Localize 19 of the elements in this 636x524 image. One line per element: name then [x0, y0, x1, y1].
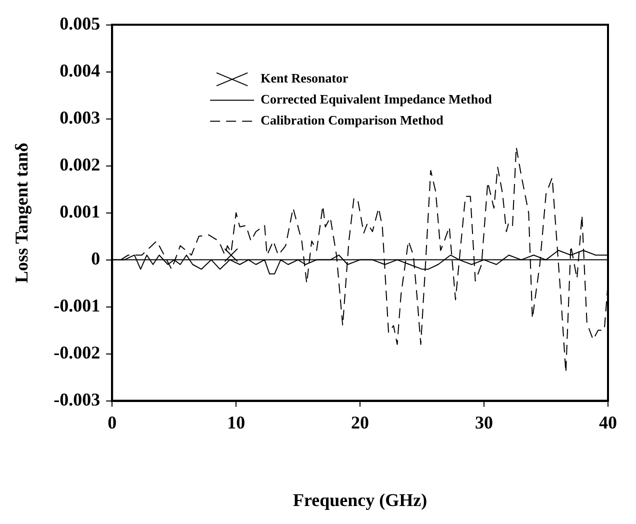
y-tick-label: 0.004	[60, 60, 100, 80]
x-tick-label: 10	[227, 412, 246, 432]
y-tick-label: 0	[91, 248, 100, 268]
legend-label: Calibration Comparison Method	[260, 112, 444, 128]
x-axis-title: Frequency (GHz)	[292, 490, 428, 510]
legend-label: Kent Resonator	[260, 70, 349, 86]
y-tick-label: -0.003	[54, 389, 100, 410]
y-tick-label: -0.002	[54, 342, 100, 362]
y-tick-label: -0.001	[54, 295, 100, 316]
x-tick-label: 40	[599, 412, 617, 432]
y-tick-label: 0.005	[60, 13, 100, 34]
x-tick-label: 20	[351, 412, 370, 432]
y-tick-label: 0.003	[60, 107, 100, 128]
y-axis-title: Loss Tangent tanδ	[11, 142, 32, 284]
x-tick-label: 30	[475, 412, 494, 432]
legend-label: Corrected Equivalent Impedance Method	[260, 92, 493, 107]
y-tick-label: 0.002	[60, 154, 100, 174]
y-tick-label: 0.001	[60, 201, 100, 222]
x-tick-label: 0	[108, 412, 117, 432]
